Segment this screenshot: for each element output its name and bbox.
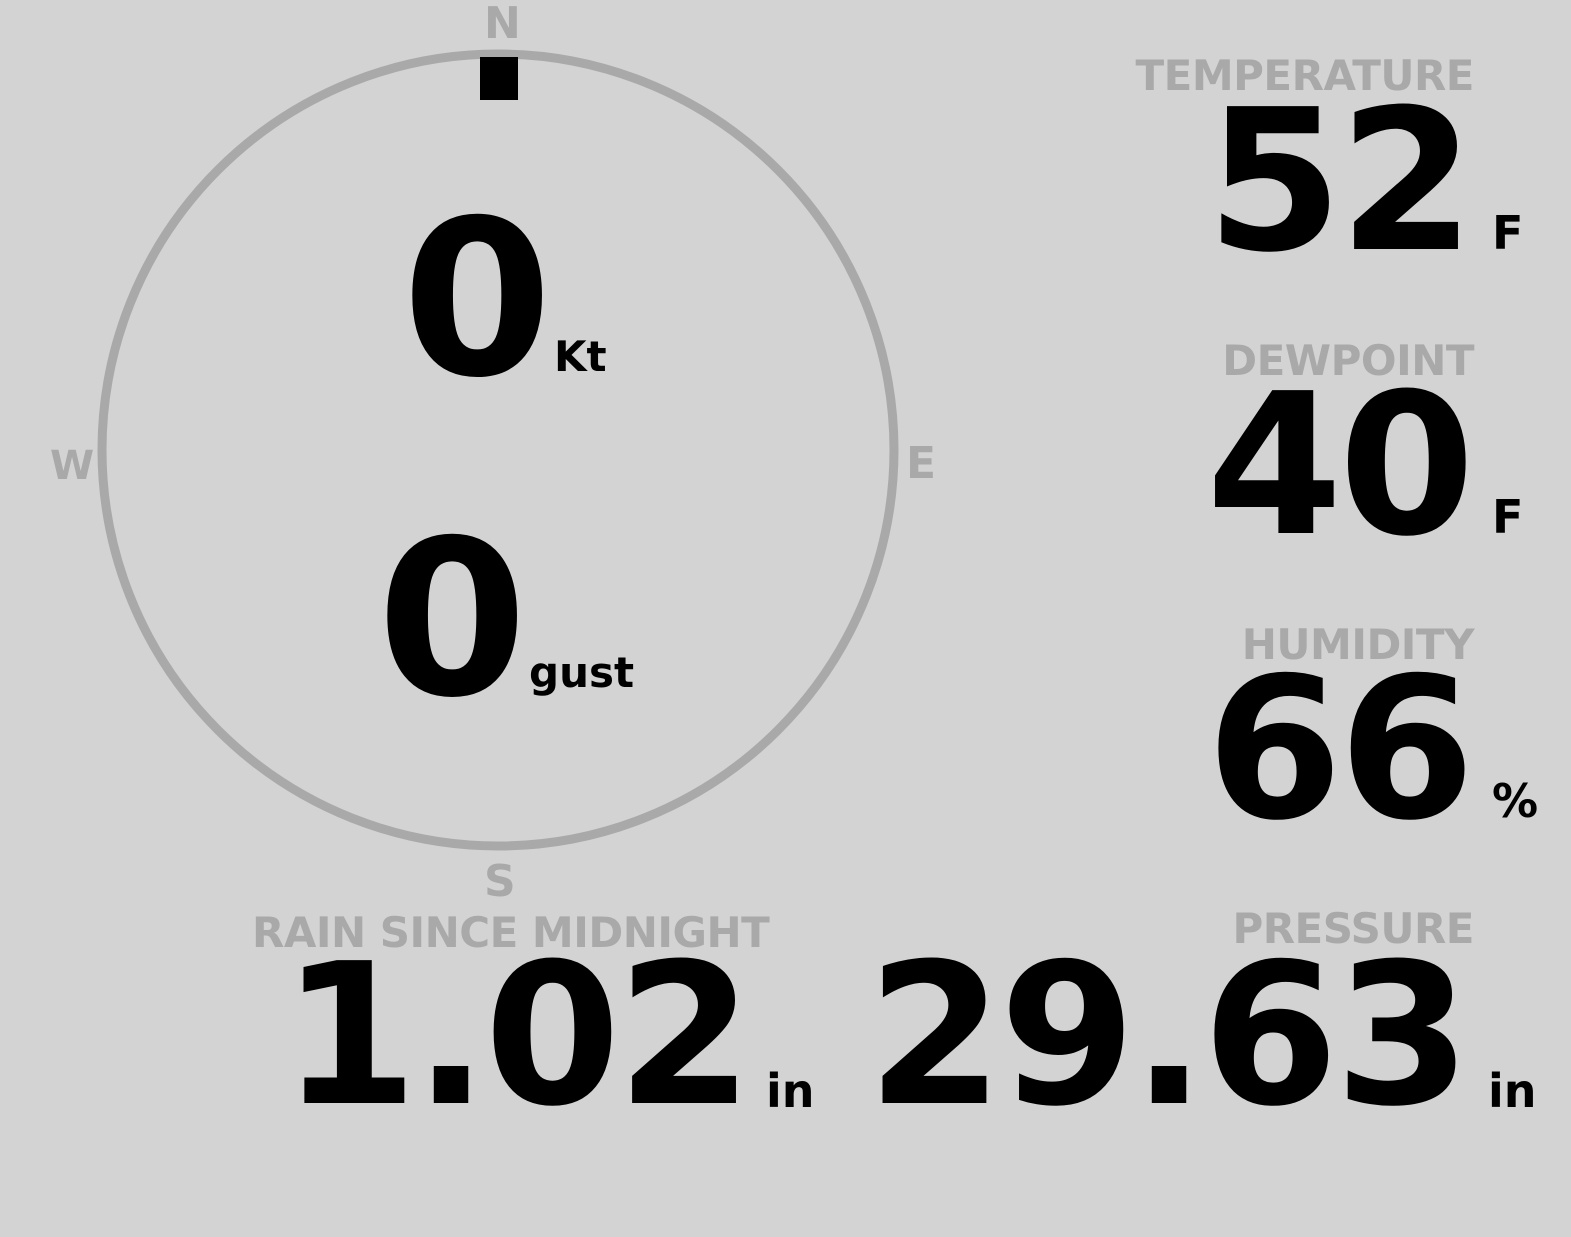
compass-ring: [97, 49, 899, 851]
compass-north-label: N: [484, 0, 521, 49]
wind-direction-marker: [480, 57, 518, 100]
rain-label: RAIN SINCE MIDNIGHT: [252, 908, 770, 957]
humidity-label: HUMIDITY: [1241, 620, 1475, 669]
humidity-value: 66: [1206, 636, 1475, 864]
temperature-value: 52: [1206, 68, 1475, 296]
pressure-label: PRESSURE: [1232, 904, 1474, 953]
gust-unit: gust: [529, 648, 635, 697]
rain-value: 1.02: [281, 922, 753, 1150]
temperature-label: TEMPERATURE: [1135, 51, 1475, 100]
compass-west-label: W: [50, 443, 94, 489]
dewpoint-label: DEWPOINT: [1222, 336, 1474, 385]
humidity-unit: %: [1492, 774, 1539, 828]
rain-unit: in: [766, 1064, 815, 1118]
gust-value: 0: [377, 494, 527, 745]
pressure-value: 29.63: [867, 922, 1471, 1150]
wind-speed-value: 0: [402, 174, 552, 425]
wind-speed-unit: Kt: [554, 332, 607, 381]
dewpoint-unit: F: [1492, 490, 1524, 544]
compass-east-label: E: [906, 438, 936, 489]
pressure-unit: in: [1488, 1064, 1537, 1118]
compass-dial: [97, 49, 899, 851]
dewpoint-value: 40: [1206, 352, 1475, 580]
compass-south-label: S: [484, 856, 516, 907]
temperature-unit: F: [1492, 206, 1524, 260]
